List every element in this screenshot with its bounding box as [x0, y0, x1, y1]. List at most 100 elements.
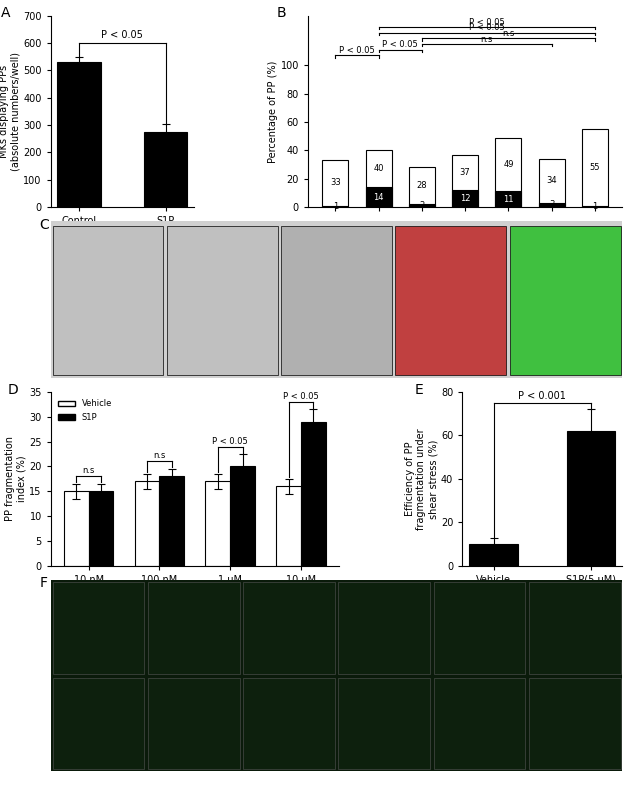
- FancyBboxPatch shape: [510, 226, 620, 375]
- Text: -: -: [464, 271, 467, 279]
- Text: 40: 40: [373, 164, 384, 173]
- Text: -: -: [371, 271, 375, 279]
- Text: +: +: [508, 259, 515, 268]
- Bar: [366, 187, 392, 207]
- Text: Genotype:: Genotype:: [229, 235, 274, 244]
- Text: S1pr4-/-: S1pr4-/-: [495, 235, 528, 244]
- Bar: [582, 205, 608, 207]
- FancyBboxPatch shape: [148, 678, 239, 770]
- Bar: [452, 154, 478, 207]
- Text: 28: 28: [417, 181, 427, 190]
- Bar: [144, 132, 187, 207]
- Text: -: -: [602, 271, 605, 279]
- FancyBboxPatch shape: [529, 582, 620, 674]
- Text: n.s: n.s: [153, 452, 166, 460]
- Text: P < 0.05: P < 0.05: [469, 24, 505, 32]
- Text: 14: 14: [373, 193, 384, 201]
- Text: 49: 49: [503, 160, 514, 169]
- Text: -: -: [325, 283, 328, 291]
- Text: 3: 3: [549, 201, 554, 209]
- Bar: [57, 62, 100, 207]
- Bar: [538, 203, 565, 207]
- Bar: [322, 205, 348, 207]
- Bar: [322, 161, 348, 207]
- Bar: [159, 476, 184, 566]
- Text: S1pr2-/-: S1pr2-/-: [448, 235, 482, 244]
- Text: 55: 55: [590, 163, 600, 172]
- Text: P < 0.05: P < 0.05: [469, 17, 505, 27]
- Text: -: -: [510, 247, 512, 256]
- Text: -: -: [602, 247, 605, 256]
- Text: PTX:: PTX:: [255, 271, 274, 279]
- Bar: [495, 191, 521, 207]
- Bar: [566, 431, 615, 566]
- Bar: [409, 168, 435, 207]
- Y-axis label: PP fragmentation
index (%): PP fragmentation index (%): [5, 436, 27, 521]
- Text: -: -: [556, 283, 559, 291]
- Text: 37: 37: [460, 168, 471, 177]
- Bar: [538, 159, 565, 207]
- Text: 1: 1: [333, 201, 338, 211]
- Text: D: D: [8, 383, 18, 397]
- Text: 33: 33: [330, 179, 340, 187]
- FancyBboxPatch shape: [338, 582, 430, 674]
- Text: +: +: [554, 259, 561, 268]
- FancyBboxPatch shape: [243, 582, 335, 674]
- Text: +: +: [415, 259, 422, 268]
- Text: P < 0.05: P < 0.05: [283, 392, 319, 401]
- Text: P < 0.05: P < 0.05: [339, 46, 375, 55]
- Text: 34: 34: [546, 176, 557, 185]
- Text: P < 0.05: P < 0.05: [382, 40, 418, 50]
- Text: +: +: [370, 259, 377, 268]
- Bar: [276, 486, 301, 566]
- Text: -: -: [325, 271, 328, 279]
- Text: WT: WT: [320, 235, 333, 244]
- Bar: [64, 491, 89, 566]
- Text: -: -: [418, 271, 420, 279]
- FancyBboxPatch shape: [529, 678, 620, 770]
- Text: P < 0.05: P < 0.05: [102, 30, 143, 40]
- Text: C: C: [39, 218, 49, 232]
- Bar: [301, 422, 326, 566]
- FancyBboxPatch shape: [434, 678, 525, 770]
- Bar: [206, 482, 231, 566]
- Bar: [495, 138, 521, 207]
- FancyBboxPatch shape: [148, 582, 239, 674]
- Text: 2: 2: [419, 201, 424, 210]
- Text: S1pr1-/-: S1pr1-/-: [403, 235, 436, 244]
- Bar: [366, 150, 392, 207]
- Text: NSC:: NSC:: [253, 283, 274, 291]
- Text: Vehicle:: Vehicle:: [240, 247, 274, 256]
- FancyBboxPatch shape: [338, 678, 430, 770]
- Text: n.s: n.s: [481, 35, 493, 43]
- FancyBboxPatch shape: [396, 226, 506, 375]
- Text: -: -: [556, 247, 559, 256]
- Text: -: -: [510, 283, 512, 291]
- Text: 1: 1: [592, 201, 598, 211]
- Text: WT: WT: [597, 235, 610, 244]
- FancyBboxPatch shape: [243, 678, 335, 770]
- Bar: [452, 190, 478, 207]
- Text: +: +: [323, 247, 330, 256]
- Y-axis label: Percentage of PP (%): Percentage of PP (%): [268, 60, 277, 163]
- Text: P < 0.001: P < 0.001: [518, 390, 566, 401]
- Text: E: E: [414, 383, 423, 397]
- Y-axis label: Efficiency of PP
fragmentation under
shear stress (%): Efficiency of PP fragmentation under she…: [405, 428, 438, 530]
- FancyBboxPatch shape: [53, 226, 163, 375]
- Text: WT: WT: [551, 235, 564, 244]
- Bar: [582, 129, 608, 207]
- Text: A: A: [1, 6, 10, 20]
- Bar: [231, 467, 255, 566]
- Text: WT: WT: [366, 235, 380, 244]
- Text: n.s: n.s: [83, 467, 95, 475]
- FancyBboxPatch shape: [281, 226, 392, 375]
- Y-axis label: MKs displaying PPs
(absolute numbers/well): MKs displaying PPs (absolute numbers/wel…: [0, 52, 20, 171]
- Text: 11: 11: [503, 194, 514, 204]
- Bar: [409, 204, 435, 207]
- FancyBboxPatch shape: [53, 678, 144, 770]
- Text: -: -: [371, 283, 375, 291]
- Text: F: F: [39, 576, 48, 590]
- Text: -: -: [371, 247, 375, 256]
- Text: S1P:: S1P:: [255, 259, 274, 268]
- Text: -: -: [464, 283, 467, 291]
